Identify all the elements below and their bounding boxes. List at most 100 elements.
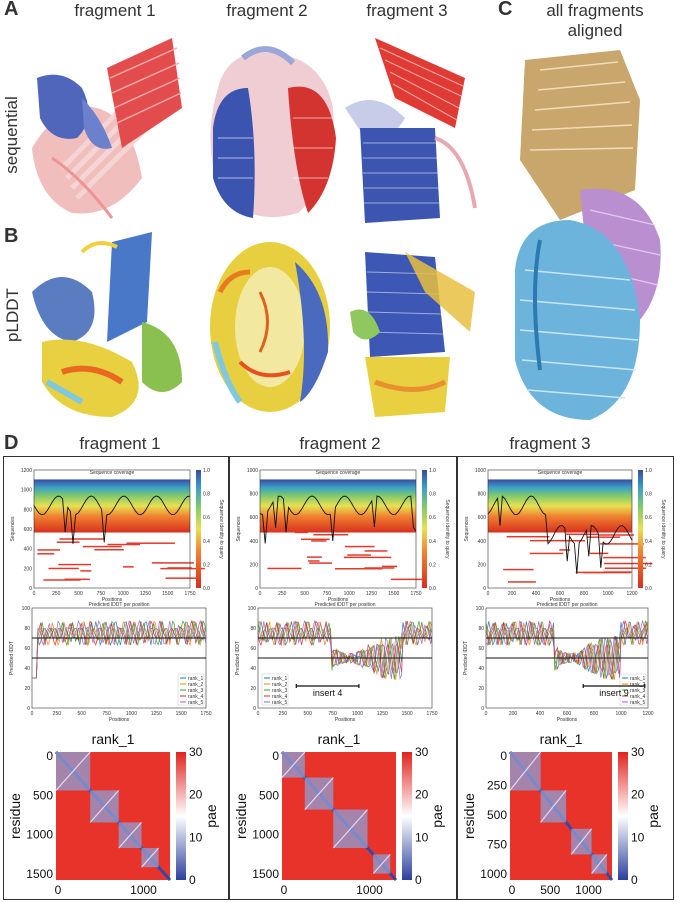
pae-ytick: 0 <box>272 749 279 763</box>
plddt-ytick: 20 <box>478 686 484 692</box>
plddt-xtick: 1500 <box>176 711 187 717</box>
coverage-hit-row <box>48 567 79 570</box>
plddt-legend-label: rank_4 <box>272 694 288 700</box>
plddt-xtick: 1250 <box>377 711 388 717</box>
coverage-axes <box>259 469 417 589</box>
pae-xtick: 0 <box>281 883 288 897</box>
coverage-cbar-tick: 0.6 <box>429 515 436 521</box>
pae-antidiagonal <box>509 751 542 791</box>
d-title-fragment-3: fragment 3 <box>509 434 591 453</box>
panel-letter-b: B <box>4 225 19 247</box>
coverage-hit-row <box>604 567 646 569</box>
plddt-xtick: 750 <box>102 711 111 717</box>
coverage-hit-row <box>301 538 330 541</box>
coverage-hit-row <box>589 552 609 555</box>
plddt-xtick: 600 <box>563 711 572 717</box>
coverage-line <box>259 495 417 544</box>
coverage-plot-fragment-3: Sequence coverage Positions Sequences 0 200 4… <box>464 468 666 602</box>
pae-ytick: 1500 <box>252 867 279 881</box>
coverage-xtick: 1200 <box>626 591 637 597</box>
coverage-xlabel: Positions <box>550 597 571 602</box>
coverage-hit-row <box>381 565 398 568</box>
plddt-plot-fragment-3: Predicted lDDT per position Positions Pred… <box>463 602 654 723</box>
coverage-cbar-tick: 0.2 <box>645 562 652 568</box>
coverage-cbar-tick: 0.0 <box>429 586 436 592</box>
coverage-hit-row <box>123 566 134 568</box>
coverage-hit-row <box>603 556 646 559</box>
pae-colorbar <box>618 752 628 880</box>
pae-title: rank_1 <box>540 731 583 747</box>
coverage-hit-row <box>56 541 80 543</box>
coverage-ytick: 200 <box>478 562 487 568</box>
plddt-xtick: 1000 <box>352 711 363 717</box>
coverage-xtick: 0 <box>487 591 490 597</box>
coverage-xtick: 1250 <box>140 591 151 597</box>
coverage-line <box>33 495 191 544</box>
plddt-ytick: 60 <box>250 646 256 652</box>
plddt-xlabel: Positions <box>335 717 356 723</box>
coverage-hit-row <box>294 531 308 534</box>
row-label-sequential: sequential <box>2 96 21 174</box>
plddt-ylabel: Predicted lDDT <box>235 641 241 675</box>
coverage-hit-row <box>390 578 423 581</box>
d-box-fragment-2 <box>228 456 458 900</box>
pae-xtick: 1000 <box>575 883 602 897</box>
pae-antidiagonal <box>332 809 368 849</box>
pae-cbar-tick: 10 <box>631 830 645 844</box>
pae-ytick: 750 <box>487 838 507 852</box>
coverage-ytick: 400 <box>250 539 259 545</box>
coverage-xtick: 1750 <box>184 591 195 597</box>
pae-ytick: 1000 <box>252 828 279 842</box>
coverage-cbar-tick: 1.0 <box>645 468 652 474</box>
coverage-hit-row <box>267 567 302 570</box>
coverage-ylabel: Sequences <box>10 516 16 542</box>
coverage-xtick: 750 <box>323 591 332 597</box>
coverage-ytick: 800 <box>250 492 259 498</box>
pae-ytick: 500 <box>487 808 507 822</box>
coverage-cbar-tick: 0.6 <box>203 515 210 521</box>
pae-colorbar <box>176 752 186 880</box>
pae-antidiagonal <box>141 847 160 868</box>
structure-b-fragment-3 <box>350 252 475 417</box>
plddt-legend-label: rank_4 <box>630 694 646 700</box>
plddt-ytick: 100 <box>248 606 257 612</box>
coverage-xtick: 1250 <box>366 591 377 597</box>
plddt-xtick: 800 <box>590 711 599 717</box>
pae-ytick: 250 <box>487 779 507 793</box>
d-title-fragment-2: fragment 2 <box>299 434 381 453</box>
structure-a-fragment-2 <box>210 46 336 218</box>
coverage-hit-row <box>160 567 205 570</box>
coverage-cbar-label: Sequence identity to query <box>444 499 450 559</box>
structure-c-all-fragments-aligned <box>515 50 661 420</box>
coverage-hit-row <box>360 529 377 531</box>
plddt-ylabel: Predicted lDDT <box>463 641 469 675</box>
plddt-series-rank_5 <box>32 619 207 679</box>
coverage-cbar-tick: 0.8 <box>645 492 652 498</box>
coverage-xlabel: Positions <box>328 597 349 602</box>
plddt-ytick: 20 <box>250 686 256 692</box>
structure-a-fragment-1 <box>32 38 182 219</box>
coverage-cbar-tick: 0.0 <box>645 586 652 592</box>
pae-xtick: 500 <box>540 883 560 897</box>
plddt-xtick: 1250 <box>151 711 162 717</box>
pae-cbar-tick: 30 <box>189 745 203 759</box>
coverage-ytick: 1000 <box>475 468 486 474</box>
plddt-xtick: 1750 <box>200 711 211 717</box>
coverage-hit-row <box>600 543 644 545</box>
pae-cbar-tick: 20 <box>415 788 429 802</box>
plddt-ytick: 100 <box>476 606 485 612</box>
plddt-legend-label: rank_1 <box>630 676 646 682</box>
plddt-legend-label: rank_5 <box>188 700 204 706</box>
pae-antidiagonal <box>89 790 120 823</box>
coverage-ytick: 1000 <box>21 488 32 494</box>
plddt-xtick: 1200 <box>642 711 653 717</box>
coverage-hit-row <box>364 567 395 569</box>
coverage-hit-row <box>565 533 599 536</box>
pae-ylabel: residue <box>8 793 23 839</box>
structure-a-fragment-3 <box>345 38 477 223</box>
coverage-hit-row <box>529 552 564 555</box>
coverage-hit-row <box>59 538 105 540</box>
column-title-all-fragments: all fragments aligned <box>546 1 644 40</box>
plddt-xtick: 500 <box>78 711 87 717</box>
